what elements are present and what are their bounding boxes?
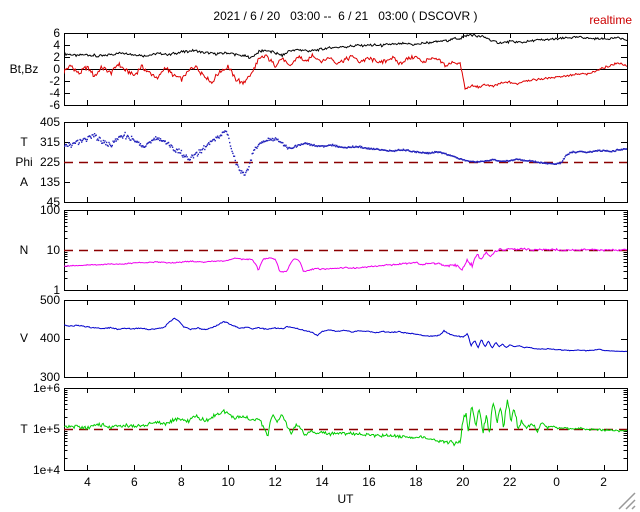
panel-ylabel-btbz: Bt,Bz: [9, 61, 39, 76]
Bz-line: [64, 52, 627, 91]
x-tick-label: 10: [221, 475, 235, 489]
x-tick-label: 2: [600, 475, 607, 489]
panel-ylabel-n: N: [19, 242, 29, 257]
x-tick-label: 22: [503, 475, 517, 489]
plot-title: 2021 / 6 / 20 03:00 -- 6 / 21 03:00 ( DS…: [213, 9, 478, 23]
x-tick-label: 12: [268, 475, 282, 489]
density-frame: [64, 210, 628, 291]
phi-angle-series: [64, 130, 627, 176]
T-line: [64, 399, 627, 447]
temperature-series: [64, 399, 627, 447]
panel-ylabel-phi: Phi: [15, 154, 33, 169]
x-tick-label: 0: [553, 475, 560, 489]
x-tick-label: 20: [456, 475, 470, 489]
panel-ylabel-a: A: [19, 174, 28, 189]
x-tick-label: 16: [362, 475, 376, 489]
speed-frame: [64, 300, 628, 378]
temperature-frame: [64, 388, 628, 471]
x-tick-label: 8: [177, 475, 185, 489]
x-axis-label: UT: [337, 492, 354, 506]
magnetic-field-series: [64, 33, 627, 91]
Bt-line: [64, 33, 627, 59]
resize-grip-icon[interactable]: [617, 492, 637, 510]
x-tick-label: 14: [315, 475, 329, 489]
density-series: [64, 247, 627, 273]
x-tick-label: 4: [84, 475, 91, 489]
panel-ylabel-t: T: [20, 421, 28, 436]
realtime-badge: realtime: [589, 13, 632, 27]
panel-ylabel-v: V: [19, 331, 28, 345]
speed-series: [64, 317, 627, 353]
x-tick-label: 18: [409, 475, 423, 489]
N-line: [64, 247, 627, 273]
V-line: [64, 317, 627, 353]
x-tick-label: 6: [131, 475, 138, 489]
panel-ylabel-t: T: [20, 134, 28, 149]
